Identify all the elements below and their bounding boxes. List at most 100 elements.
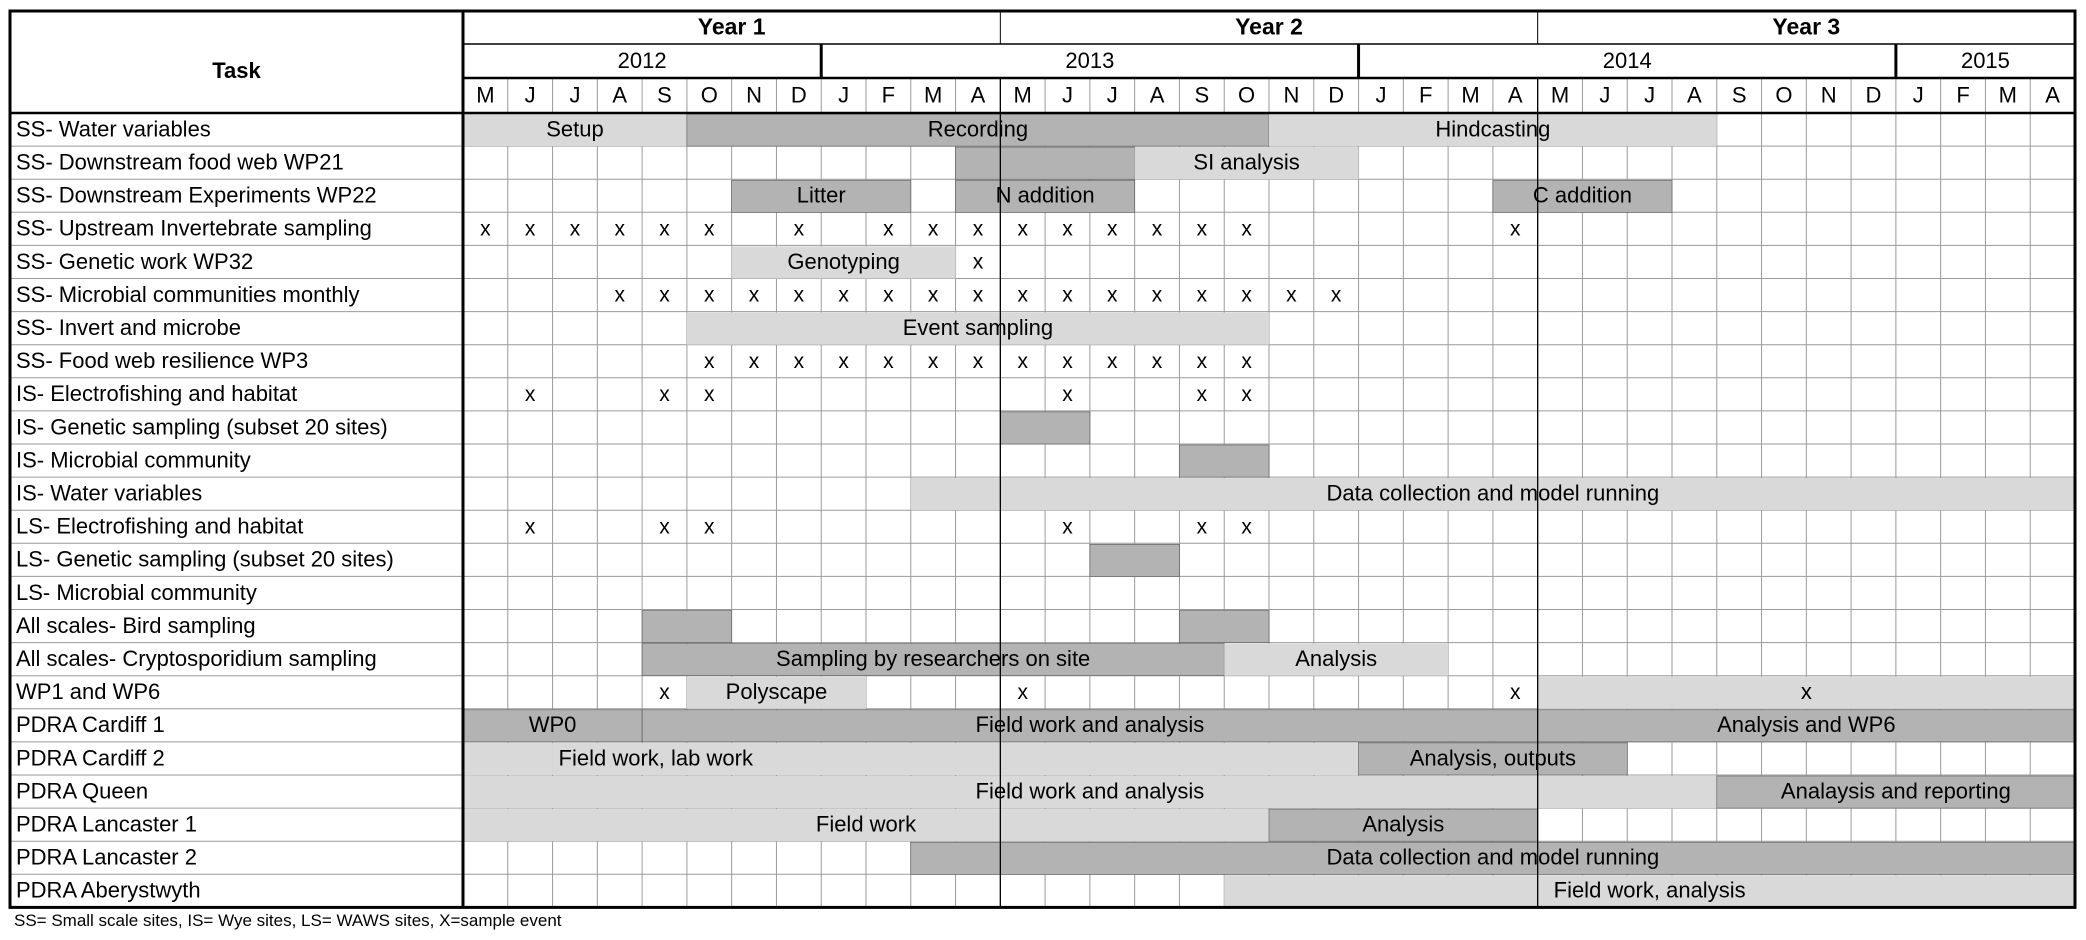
sample-mark: x	[659, 681, 670, 704]
month-label: J	[525, 82, 536, 107]
sample-mark: x	[614, 284, 625, 307]
month-label: D	[1328, 82, 1344, 107]
task-bar	[1537, 676, 2075, 709]
sample-mark: x	[838, 284, 849, 307]
bar-label: x	[1801, 679, 1812, 704]
sample-mark: x	[1331, 284, 1342, 307]
task-bar	[686, 312, 1269, 345]
sample-mark: x	[794, 350, 805, 373]
month-label: M	[476, 82, 494, 107]
month-label: M	[924, 82, 942, 107]
task-name: SS- Food web resilience WP3	[16, 348, 308, 373]
sample-mark: x	[704, 383, 715, 406]
task-bar	[463, 776, 1717, 809]
task-name: PDRA Cardiff 2	[16, 745, 165, 770]
sample-mark: x	[973, 250, 984, 273]
task-name: IS- Electrofishing and habitat	[16, 381, 297, 406]
task-name: PDRA Aberystwyth	[16, 878, 201, 903]
month-label: D	[1866, 82, 1882, 107]
sample-mark: x	[1107, 350, 1118, 373]
bar-label: Analaysis and reporting	[1781, 778, 2011, 803]
task-name: WP1 and WP6	[16, 679, 160, 704]
month-label: A	[1687, 82, 1702, 107]
sample-mark: x	[1197, 217, 1208, 240]
sample-mark: x	[928, 284, 939, 307]
bar-label: WP0	[529, 712, 577, 737]
task-bar	[1224, 643, 1449, 676]
sample-mark: x	[1062, 217, 1073, 240]
month-label: N	[1283, 82, 1299, 107]
sample-mark: x	[1152, 350, 1163, 373]
month-label: O	[1775, 82, 1792, 107]
sample-mark: x	[973, 284, 984, 307]
sample-mark: x	[749, 350, 760, 373]
task-name: LS- Microbial community	[16, 580, 257, 605]
task-bar	[641, 610, 732, 643]
bar-label: Polyscape	[726, 679, 828, 704]
task-name: PDRA Cardiff 1	[16, 712, 165, 737]
bar-label: Data collection and model running	[1327, 480, 1660, 505]
task-name: All scales- Cryptosporidium sampling	[16, 646, 377, 671]
month-label: M	[1999, 82, 2017, 107]
month-label: A	[2045, 82, 2060, 107]
sample-mark: x	[659, 217, 670, 240]
task-name: PDRA Lancaster 2	[16, 845, 197, 870]
task-bar	[641, 709, 1538, 743]
bar-label: Analysis and WP6	[1717, 712, 1896, 737]
sample-mark: x	[659, 515, 670, 538]
month-label: N	[746, 82, 762, 107]
task-bar	[1224, 875, 2075, 908]
bar-label: Analysis, outputs	[1410, 745, 1576, 770]
task-name: SS- Water variables	[16, 116, 211, 141]
task-name: SS- Invert and microbe	[16, 315, 241, 340]
sample-mark: x	[1152, 284, 1163, 307]
sample-mark: x	[659, 284, 670, 307]
task-name: SS- Downstream Experiments WP22	[16, 183, 377, 208]
table-border	[8, 9, 2077, 909]
task-bar	[955, 179, 1135, 213]
task-bar	[1358, 742, 1628, 776]
bar-label: Recording	[928, 116, 1028, 141]
bar-label: Setup	[546, 116, 604, 141]
task-bar	[1179, 610, 1270, 643]
task-bar	[1269, 114, 1717, 147]
month-label: O	[1238, 82, 1255, 107]
sample-mark: x	[749, 284, 760, 307]
sample-mark: x	[704, 284, 715, 307]
sample-mark: x	[1062, 350, 1073, 373]
task-bar	[910, 841, 2076, 875]
month-label: J	[1644, 82, 1655, 107]
bar-label: Field work, analysis	[1554, 878, 1746, 903]
sample-mark: x	[973, 217, 984, 240]
task-name: SS- Upstream Invertebrate sampling	[16, 216, 372, 241]
task-bar	[463, 742, 553, 775]
task-bar	[1134, 147, 1359, 180]
month-label: J	[838, 82, 849, 107]
task-name: PDRA Lancaster 1	[16, 811, 197, 836]
sample-mark: x	[1286, 284, 1297, 307]
month-label: S	[657, 82, 672, 107]
task-name: IS- Genetic sampling (subset 20 sites)	[16, 414, 388, 439]
task-bar	[463, 809, 1269, 842]
sample-mark: x	[1107, 217, 1118, 240]
sample-mark: x	[928, 350, 939, 373]
sample-mark: x	[570, 217, 581, 240]
bar-label: SI analysis	[1193, 149, 1299, 174]
calendar-year-label: 2013	[1065, 48, 1114, 73]
bar-label: Analysis	[1362, 811, 1444, 836]
month-label: F	[882, 82, 895, 107]
task-name: LS- Genetic sampling (subset 20 sites)	[16, 547, 394, 572]
task-bar	[955, 146, 1135, 180]
sample-mark: x	[704, 515, 715, 538]
sample-mark: x	[1197, 284, 1208, 307]
task-bar	[1089, 543, 1180, 577]
bar-label: Analysis	[1295, 646, 1377, 671]
calendar-year-label: 2012	[618, 48, 667, 73]
bar-label: C addition	[1533, 183, 1632, 208]
month-label: D	[791, 82, 807, 107]
sample-mark: x	[794, 217, 805, 240]
month-label: O	[701, 82, 718, 107]
sample-mark: x	[1241, 284, 1252, 307]
sample-mark: x	[883, 350, 894, 373]
